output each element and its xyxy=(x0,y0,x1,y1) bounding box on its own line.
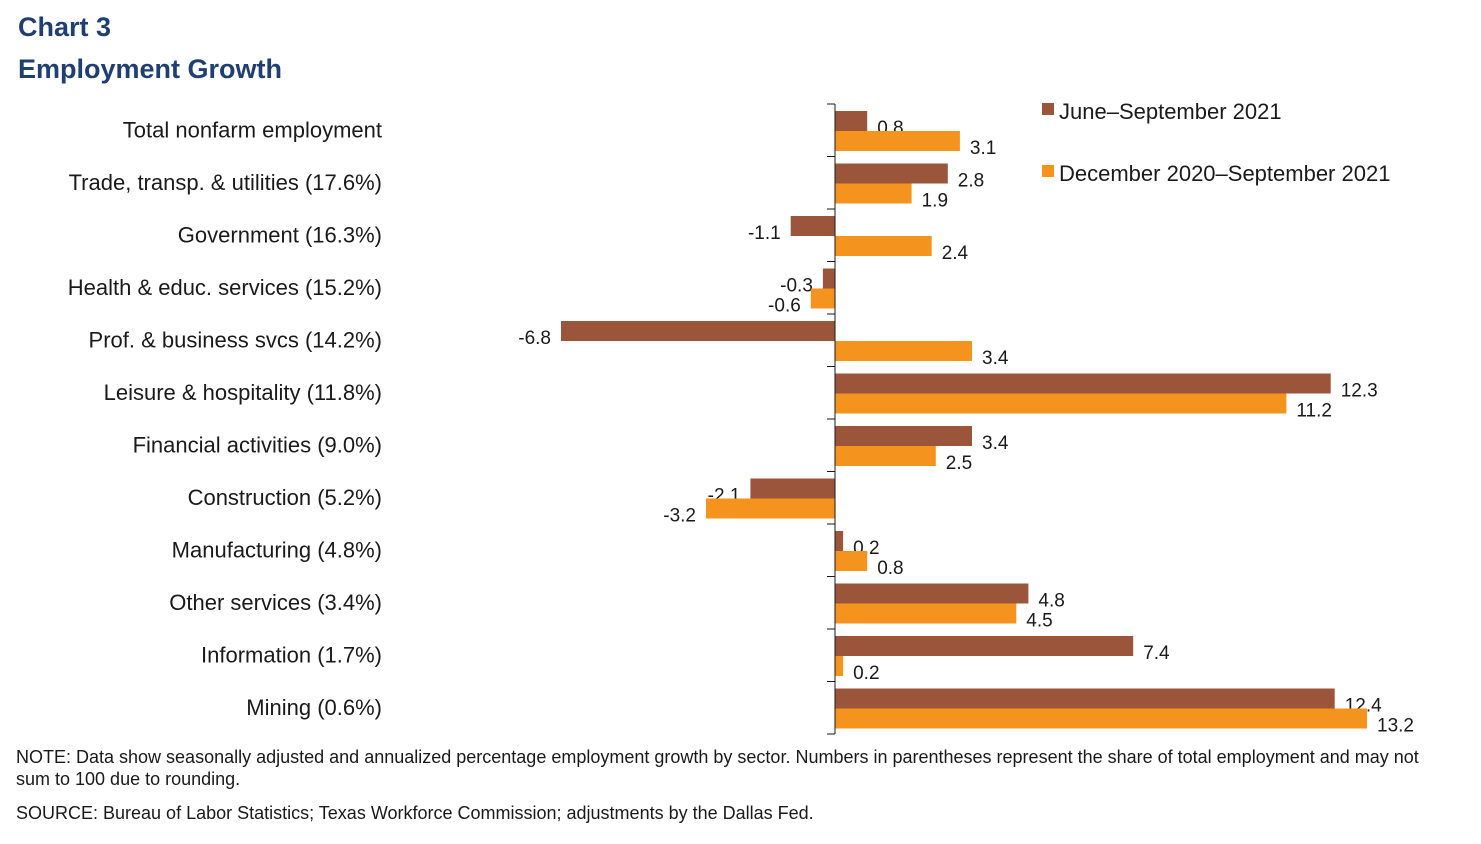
chart-number: Chart 3 xyxy=(18,12,112,42)
bar-series2-mining-0-6 xyxy=(835,708,1367,729)
bar-series1-health-educ-services-15-2 xyxy=(822,268,835,289)
category-label-construction-5-2: Construction (5.2%) xyxy=(188,485,382,510)
bar-series1-prof-business-svcs-14-2 xyxy=(561,321,835,341)
bar-series1-leisure-hospitality-11-8 xyxy=(835,373,1331,394)
data-label-series1-government-16-3: -1.1 xyxy=(748,223,781,244)
data-label-series1-leisure-hospitality-11-8: 12.3 xyxy=(1341,381,1378,402)
category-label-total-nonfarm-employment: Total nonfarm employment xyxy=(123,117,382,142)
data-label-series2-mining-0-6: 13.2 xyxy=(1377,716,1414,737)
bar-series2-construction-5-2 xyxy=(706,498,835,519)
data-label-series2-government-16-3: 2.4 xyxy=(942,243,969,264)
data-label-series2-trade-transp-utilities-17-6: 1.9 xyxy=(922,191,948,212)
bar-series2-financial-activities-9-0 xyxy=(835,446,936,466)
data-label-series1-prof-business-svcs-14-2: -6.8 xyxy=(518,328,551,349)
bar-series1-manufacturing-4-8 xyxy=(835,531,844,551)
category-label-financial-activities-9-0: Financial activities (9.0%) xyxy=(133,432,382,457)
bar-series1-information-1-7 xyxy=(835,636,1134,656)
chart-note: NOTE: Data show seasonally adjusted and … xyxy=(16,747,1419,789)
bar-series1-trade-transp-utilities-17-6 xyxy=(835,163,948,184)
data-label-series2-total-nonfarm-employment: 3.1 xyxy=(970,138,996,159)
data-label-series2-financial-activities-9-0: 2.5 xyxy=(946,453,972,474)
bar-series2-leisure-hospitality-11-8 xyxy=(835,393,1287,414)
data-label-series1-trade-transp-utilities-17-6: 2.8 xyxy=(958,171,984,192)
data-label-series1-financial-activities-9-0: 3.4 xyxy=(982,433,1009,454)
category-label-manufacturing-4-8: Manufacturing (4.8%) xyxy=(172,537,382,562)
bar-series2-manufacturing-4-8 xyxy=(835,551,868,571)
bar-series2-other-services-3-4 xyxy=(835,603,1017,624)
bar-series2-prof-business-svcs-14-2 xyxy=(835,341,972,361)
data-label-series2-prof-business-svcs-14-2: 3.4 xyxy=(982,348,1009,369)
data-label-series2-health-educ-services-15-2: -0.6 xyxy=(768,296,801,317)
category-label-government-16-3: Government (16.3%) xyxy=(178,222,382,247)
data-label-series2-other-services-3-4: 4.5 xyxy=(1026,611,1052,632)
category-label-information-1-7: Information (1.7%) xyxy=(201,642,382,667)
category-label-trade-transp-utilities-17-6: Trade, transp. & utilities (17.6%) xyxy=(69,170,382,195)
chart-source: SOURCE: Bureau of Labor Statistics; Texa… xyxy=(16,803,814,823)
bar-series1-financial-activities-9-0 xyxy=(835,426,972,446)
category-label-mining-0-6: Mining (0.6%) xyxy=(246,695,382,720)
bar-series1-construction-5-2 xyxy=(750,478,835,499)
data-label-series2-construction-5-2: -3.2 xyxy=(663,506,696,527)
data-label-series1-information-1-7: 7.4 xyxy=(1143,643,1170,664)
data-label-series1-health-educ-services-15-2: -0.3 xyxy=(780,276,813,297)
bar-series1-other-services-3-4 xyxy=(835,583,1029,604)
data-label-series2-manufacturing-4-8: 0.8 xyxy=(877,558,903,579)
legend-swatch-series2 xyxy=(1042,165,1054,177)
category-label-prof-business-svcs-14-2: Prof. & business svcs (14.2%) xyxy=(89,327,382,352)
bar-series2-information-1-7 xyxy=(835,656,844,676)
bar-series1-total-nonfarm-employment xyxy=(835,111,868,131)
data-label-series2-leisure-hospitality-11-8: 11.2 xyxy=(1296,401,1332,422)
legend-label-series2: December 2020–September 2021 xyxy=(1059,161,1390,186)
bar-series2-total-nonfarm-employment xyxy=(835,131,960,151)
bar-series2-government-16-3 xyxy=(835,236,932,256)
category-label-other-services-3-4: Other services (3.4%) xyxy=(169,590,382,615)
chart-title: Employment Growth xyxy=(18,54,283,84)
category-label-health-educ-services-15-2: Health & educ. services (15.2%) xyxy=(68,275,382,300)
data-label-series2-information-1-7: 0.2 xyxy=(853,663,879,684)
legend-swatch-series1 xyxy=(1042,103,1054,115)
legend-label-series1: June–September 2021 xyxy=(1059,99,1282,124)
bar-series2-trade-transp-utilities-17-6 xyxy=(835,183,912,204)
category-label-leisure-hospitality-11-8: Leisure & hospitality (11.8%) xyxy=(104,380,382,405)
bar-series1-mining-0-6 xyxy=(835,688,1335,709)
bar-chart: 0.82.8-1.1-0.3-6.812.33.4-2.10.24.87.412… xyxy=(68,99,1414,737)
data-label-series1-other-services-3-4: 4.8 xyxy=(1038,591,1064,612)
bar-series1-government-16-3 xyxy=(790,216,835,236)
bar-series2-health-educ-services-15-2 xyxy=(810,288,835,309)
